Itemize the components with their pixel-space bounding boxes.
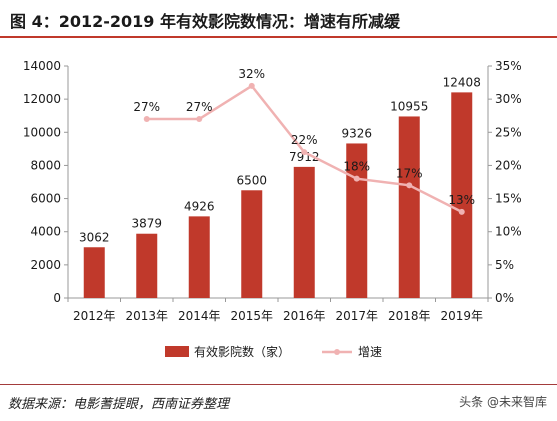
growth-point <box>143 116 150 123</box>
growth-value-label: 13% <box>448 193 475 207</box>
bar <box>346 143 368 298</box>
y-left-tick-label: 10000 <box>23 125 61 139</box>
x-tick-label: 2013年 <box>125 309 168 323</box>
y-left-tick-label: 14000 <box>23 59 61 73</box>
growth-value-label: 27% <box>186 100 213 114</box>
bar <box>83 247 105 298</box>
bar-value-label: 4926 <box>184 199 215 213</box>
growth-value-label: 27% <box>133 100 160 114</box>
growth-point <box>353 175 360 182</box>
y-right-tick-label: 10% <box>495 225 522 239</box>
chart: 0 2000 4000 6000 8000 10000 12000 14000 0% 5% 10% 1… <box>23 59 522 359</box>
x-tick-label: 2016年 <box>283 309 326 323</box>
growth-point <box>196 116 203 123</box>
y-right-tick-label: 20% <box>495 158 522 172</box>
bar-value-label: 9326 <box>341 126 372 140</box>
bar <box>241 190 263 298</box>
y-right-tick-label: 5% <box>495 258 514 272</box>
bar-value-label: 10955 <box>390 99 428 113</box>
x-tick-label: 2017年 <box>335 309 378 323</box>
x-tick-label: 2014年 <box>178 309 221 323</box>
growth-value-label: 32% <box>238 67 265 81</box>
watermark: 头条 @未来智库 <box>459 395 547 409</box>
legend-swatch-marker <box>334 349 340 355</box>
growth-point <box>301 149 308 156</box>
y-right-tick-label: 35% <box>495 59 522 73</box>
y-right-tick-label: 30% <box>495 92 522 106</box>
y-right-tick-label: 0% <box>495 291 514 305</box>
growth-value-label: 17% <box>396 166 423 180</box>
y-left-tick-label: 0 <box>53 291 61 305</box>
legend-label-bar: 有效影院数（家） <box>194 344 290 359</box>
source-note: 数据来源：电影蓍提眼，西南证券整理 <box>8 397 230 412</box>
title-rule <box>0 36 557 38</box>
y-left-tick-label: 8000 <box>30 158 61 172</box>
x-tick-label: 2012年 <box>73 309 116 323</box>
growth-point <box>458 208 465 215</box>
growth-point <box>248 82 255 89</box>
growth-value-label: 18% <box>343 160 370 174</box>
x-tick-label: 2018年 <box>388 309 431 323</box>
y-left-tick-label: 12000 <box>23 92 61 106</box>
bar <box>293 166 315 298</box>
y-right-tick-label: 25% <box>495 125 522 139</box>
growth-point <box>406 182 413 189</box>
bar-value-label: 3879 <box>131 217 162 231</box>
x-tick-label: 2019年 <box>440 309 483 323</box>
x-tick-label: 2015年 <box>230 309 273 323</box>
legend-label-line: 增速 <box>358 345 382 359</box>
bar <box>188 216 210 298</box>
y-right-tick-label: 15% <box>495 192 522 206</box>
bar <box>136 233 158 298</box>
legend-swatch-bar <box>165 346 189 357</box>
bar-value-label: 3062 <box>79 230 110 244</box>
growth-value-label: 22% <box>291 133 318 147</box>
bar <box>398 116 420 299</box>
y-left-tick-label: 4000 <box>30 225 61 239</box>
figure-title: 图 4：2012-2019 年有效影院数情况：增速有所减缓 <box>10 12 400 31</box>
source-rule <box>0 384 557 385</box>
bar-value-label: 6500 <box>236 173 267 187</box>
bar-value-label: 7912 <box>289 150 320 164</box>
y-left-tick-label: 6000 <box>30 192 61 206</box>
bar-value-label: 12408 <box>443 75 481 89</box>
y-left-tick-label: 2000 <box>30 258 61 272</box>
bar <box>451 92 473 298</box>
